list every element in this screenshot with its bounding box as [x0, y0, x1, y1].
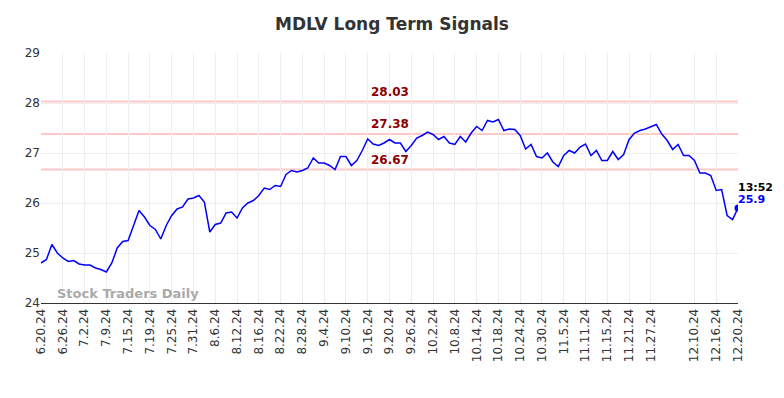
svg-text:8.22.24: 8.22.24 [273, 309, 287, 355]
svg-text:10.18.24: 10.18.24 [491, 309, 505, 362]
svg-text:8.12.24: 8.12.24 [230, 309, 244, 355]
svg-text:10.30.24: 10.30.24 [535, 309, 549, 362]
svg-text:Stock Traders Daily: Stock Traders Daily [57, 286, 199, 301]
svg-text:24: 24 [25, 296, 40, 310]
svg-text:7.25.24: 7.25.24 [165, 309, 179, 355]
svg-text:11.5.24: 11.5.24 [557, 309, 571, 355]
svg-text:27: 27 [25, 146, 40, 160]
svg-text:26.67: 26.67 [371, 153, 409, 167]
svg-text:10.24.24: 10.24.24 [513, 309, 527, 362]
svg-text:28.03: 28.03 [371, 85, 409, 99]
svg-text:25: 25 [25, 246, 40, 260]
svg-text:29: 29 [25, 46, 40, 60]
svg-text:9.20.24: 9.20.24 [382, 309, 396, 355]
svg-text:12.20.24: 12.20.24 [731, 309, 745, 362]
svg-text:7.2.24: 7.2.24 [77, 309, 91, 347]
svg-text:8.6.24: 8.6.24 [208, 309, 222, 347]
svg-text:MDLV Long Term Signals: MDLV Long Term Signals [275, 14, 509, 34]
svg-text:11.15.24: 11.15.24 [600, 309, 614, 362]
svg-text:6.20.24: 6.20.24 [34, 309, 48, 355]
svg-text:13:52: 13:52 [738, 181, 773, 194]
svg-text:12.10.24: 12.10.24 [687, 309, 701, 362]
svg-text:7.9.24: 7.9.24 [99, 309, 113, 347]
svg-text:28: 28 [25, 96, 40, 110]
svg-text:8.16.24: 8.16.24 [252, 309, 266, 355]
svg-text:25.9: 25.9 [738, 193, 765, 206]
svg-text:9.4.24: 9.4.24 [317, 309, 331, 347]
svg-text:7.15.24: 7.15.24 [121, 309, 135, 355]
svg-text:10.14.24: 10.14.24 [470, 309, 484, 362]
svg-text:11.27.24: 11.27.24 [644, 309, 658, 362]
svg-text:11.21.24: 11.21.24 [622, 309, 636, 362]
svg-text:11.11.24: 11.11.24 [578, 309, 592, 362]
svg-text:7.19.24: 7.19.24 [143, 309, 157, 355]
svg-text:9.10.24: 9.10.24 [339, 309, 353, 355]
svg-text:10.2.24: 10.2.24 [426, 309, 440, 355]
svg-text:7.31.24: 7.31.24 [186, 309, 200, 355]
svg-text:26: 26 [25, 196, 40, 210]
svg-text:9.26.24: 9.26.24 [404, 309, 418, 355]
svg-text:8.28.24: 8.28.24 [295, 309, 309, 355]
svg-text:12.16.24: 12.16.24 [709, 309, 723, 362]
svg-text:10.8.24: 10.8.24 [448, 309, 462, 355]
svg-text:9.16.24: 9.16.24 [361, 309, 375, 355]
svg-text:6.26.24: 6.26.24 [56, 309, 70, 355]
svg-text:27.38: 27.38 [371, 117, 409, 131]
